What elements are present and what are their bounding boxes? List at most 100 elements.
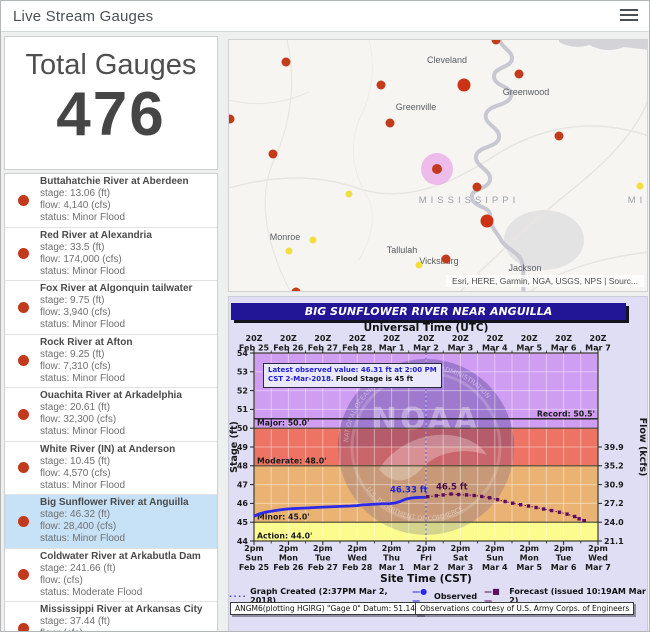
gauge-marker-yellow[interactable]: [345, 190, 353, 198]
forecast-point: [541, 507, 546, 511]
value-label: 46.5 ft: [436, 482, 468, 492]
gage-datum-box: ANGM6(plotting HGIRG) "Gage 0" Datum: 51…: [230, 602, 424, 615]
stage-tick: 52: [237, 386, 248, 395]
gauge-marker-red[interactable]: [472, 182, 482, 192]
zone-label-major: Major: 50.0': [257, 419, 309, 428]
forecast-line: [427, 493, 585, 522]
list-item[interactable]: Buttahatchie River at Aberdeen stage: 13.…: [5, 174, 217, 228]
utc-date-tick: Mar 7: [585, 344, 611, 353]
gauge-marker-yellow[interactable]: [285, 247, 293, 255]
gauge-marker-red[interactable]: [554, 131, 564, 141]
forecast-point: [510, 501, 515, 505]
time-tick: 2pm: [313, 544, 333, 553]
dow-tick: Wed: [347, 554, 367, 563]
utc-date-tick: Mar 5: [516, 344, 542, 353]
gauge-marker-red[interactable]: [281, 57, 291, 67]
utc-date-tick: Feb 27: [308, 344, 338, 353]
list-item[interactable]: Mississippi River at Arkansas City stage:…: [5, 602, 217, 631]
gauge-status-dot: [18, 248, 29, 260]
legend-label: Forecast (issued 10:19AM Mar 2): [509, 587, 646, 605]
forecast-point: [518, 503, 523, 507]
gauge-status: status: Minor Flood: [40, 426, 126, 438]
line-dot-icon: —●—: [412, 587, 428, 605]
legend-item: —●— Observed: [412, 587, 477, 605]
hamburger-menu-icon[interactable]: [620, 9, 638, 24]
noaa-watermark: NOAA NATIONAL OCEANIC AND ATMOSPHERIC AD…: [338, 359, 514, 535]
flow-tick: 30.9: [604, 480, 624, 489]
gauge-info: Big Sunflower River at Anguilla stage: 46…: [40, 497, 189, 545]
dow-tick: Wed: [588, 554, 608, 563]
time-tick: 2pm: [347, 544, 367, 553]
gauge-marker-red-big[interactable]: [480, 214, 494, 228]
gauge-name: Red River at Alexandria: [40, 229, 152, 241]
gauge-name: Rock River at Afton: [40, 336, 133, 348]
total-gauges-value: 476: [56, 80, 166, 149]
stage-tick: 53: [237, 368, 248, 377]
gauge-marker-yellow[interactable]: [309, 236, 317, 244]
gauge-marker-red[interactable]: [385, 118, 395, 128]
dow-tick: Tue: [556, 554, 572, 563]
utc-tick: 20Z: [314, 334, 331, 343]
dow-tick: Mon: [520, 554, 539, 563]
gauge-flow: flow: 7,310 (cfs): [40, 360, 111, 372]
hydrograph-card: NOAA NATIONAL OCEANIC AND ATMOSPHERIC AD…: [228, 296, 648, 631]
gauge-name: Coldwater River at Arkabutla Dam: [40, 550, 201, 562]
gauge-status: status: Minor Flood: [40, 212, 126, 224]
basemap-decoration: [229, 40, 647, 291]
gauge-marker-yellow[interactable]: [636, 182, 644, 190]
date-tick: Mar 4: [482, 563, 508, 572]
gauge-name: Ouachita River at Arkadelphia: [40, 390, 182, 402]
list-item[interactable]: White River (IN) at Anderson stage: 10.45…: [5, 441, 217, 495]
gauge-status: status: Minor Flood: [40, 372, 126, 384]
gauge-status: status: Minor Flood: [40, 265, 126, 277]
utc-tick: 20Z: [590, 334, 607, 343]
list-item[interactable]: Red River at Alexandria stage: 33.5 (ft) f…: [5, 227, 217, 281]
legend-label: Graph Created (2:37PM Mar 2, 2018): [250, 587, 388, 605]
gauge-info: Buttahatchie River at Aberdeen stage: 13.…: [40, 176, 189, 224]
utc-tick: 20Z: [486, 334, 503, 343]
map-label: Greenville: [396, 102, 437, 112]
forecast-point: [557, 510, 562, 514]
legend-item: ···· Graph Created (2:37PM Mar 2, 2018): [229, 587, 405, 605]
gauge-marker-selected[interactable]: [432, 164, 442, 174]
list-item[interactable]: Big Sunflower River at Anguilla stage: 46…: [5, 495, 217, 549]
forecast-point: [572, 514, 577, 519]
hydrograph-chart: NOAA NATIONAL OCEANIC AND ATMOSPHERIC AD…: [229, 334, 648, 572]
map-label: Cleveland: [427, 55, 467, 65]
list-item[interactable]: Coldwater River at Arkabutla Dam stage: 2…: [5, 548, 217, 602]
gauge-status-dot: [18, 622, 29, 631]
time-tick: 2pm: [588, 544, 608, 553]
gauge-stage: stage: 241.66 (ft): [40, 562, 116, 574]
list-item[interactable]: Ouachita River at Arkadelphia stage: 20.6…: [5, 388, 217, 442]
zone-label-minor: Minor: 45.0': [257, 513, 310, 522]
gauge-status-dot: [18, 301, 29, 313]
chart-title: BIG SUNFLOWER RIVER NEAR ANGUILLA: [231, 303, 626, 320]
gauge-flow: flow: 4,570 (cfs): [40, 467, 111, 479]
map-markers-layer: [229, 40, 644, 293]
gauge-marker-yellow[interactable]: [415, 261, 423, 269]
gauge-flow: flow: 32,300 (cfs): [40, 414, 117, 426]
gauge-marker-red[interactable]: [514, 69, 524, 79]
gauge-marker-red[interactable]: [229, 114, 235, 124]
map-canvas[interactable]: Cleveland Greenwood Greenville Monroe Tallul…: [229, 40, 648, 292]
gauge-marker-red[interactable]: [491, 40, 501, 45]
flow-axis-title: Flow (kcfs): [637, 418, 648, 477]
gauge-marker-red-big[interactable]: [457, 78, 471, 92]
date-tick: Mar 6: [551, 563, 577, 572]
map-attribution: Esri, HERE, Garmin, NGA, USGS, NPS | Sou…: [446, 275, 644, 287]
date-tick: Feb 26: [273, 563, 304, 572]
list-item[interactable]: Fox River at Algonquin tailwater stage: 9…: [5, 281, 217, 335]
utc-date-tick: Mar 3: [448, 344, 474, 353]
gauge-marker-red[interactable]: [376, 80, 386, 90]
total-gauges-card: Total Gauges 476: [4, 36, 218, 170]
utc-tick: 20Z: [349, 334, 366, 343]
stage-tick: 48: [237, 462, 249, 471]
gauge-marker-red[interactable]: [441, 254, 451, 264]
dow-tick: Fri: [420, 554, 432, 563]
gauge-stage: stage: 10.45 (ft): [40, 455, 111, 467]
gauge-marker-red[interactable]: [291, 287, 301, 293]
gauge-marker-red[interactable]: [268, 149, 278, 159]
stage-tick: 45: [237, 518, 249, 527]
list-item[interactable]: Rock River at Afton stage: 9.25 (ft) flow:…: [5, 334, 217, 388]
time-tick: 2pm: [382, 544, 402, 553]
